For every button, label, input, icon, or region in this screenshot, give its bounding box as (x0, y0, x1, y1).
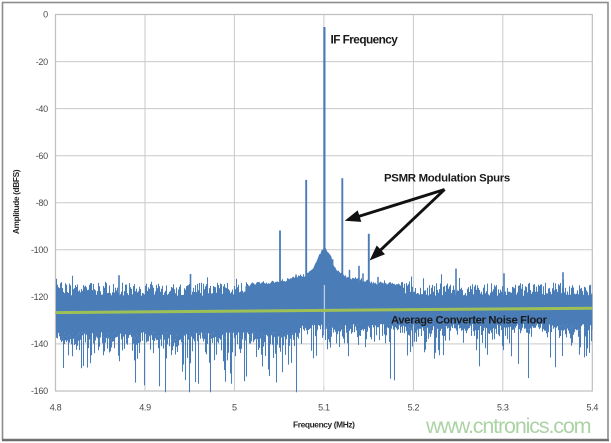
svg-text:IF Frequency: IF Frequency (331, 33, 399, 47)
svg-text:-80: -80 (36, 198, 48, 208)
svg-text:PSMR Modulation Spurs: PSMR Modulation Spurs (384, 173, 510, 185)
svg-text:Frequency (MHz): Frequency (MHz) (293, 420, 355, 430)
svg-text:4.9: 4.9 (139, 403, 151, 413)
svg-text:-40: -40 (36, 104, 48, 114)
svg-text:5.2: 5.2 (408, 403, 420, 413)
svg-text:5: 5 (232, 403, 237, 413)
svg-text:-100: -100 (31, 245, 48, 255)
svg-text:-140: -140 (31, 339, 48, 349)
svg-text:4.8: 4.8 (50, 403, 62, 413)
svg-text:0: 0 (43, 10, 48, 20)
svg-text:5.1: 5.1 (318, 403, 330, 413)
svg-text:Average Converter Noise Floor: Average Converter Noise Floor (391, 315, 548, 327)
svg-text:-160: -160 (31, 386, 48, 396)
svg-text:-20: -20 (36, 57, 48, 67)
svg-text:-60: -60 (36, 151, 48, 161)
svg-text:-120: -120 (31, 292, 48, 302)
svg-text:www.cntronics.com: www.cntronics.com (425, 414, 591, 438)
svg-text:Amplitude (dBFS): Amplitude (dBFS) (11, 169, 21, 234)
svg-text:5.3: 5.3 (497, 403, 509, 413)
svg-text:5.4: 5.4 (586, 403, 598, 413)
